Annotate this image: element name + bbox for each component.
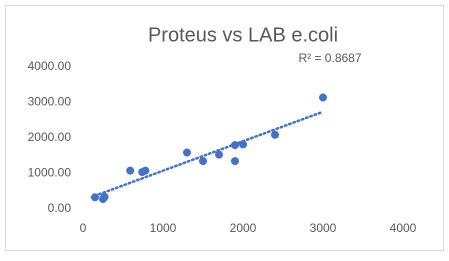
point bbox=[141, 166, 150, 175]
x-tick-label: 2000 bbox=[230, 221, 257, 235]
point bbox=[319, 93, 327, 102]
x-tick-label: 3000 bbox=[310, 221, 337, 235]
y-tick-label: 2000.00 bbox=[28, 130, 72, 144]
point bbox=[215, 150, 223, 159]
point bbox=[239, 140, 247, 149]
point bbox=[100, 192, 109, 201]
point bbox=[231, 141, 239, 150]
y-tick-label: 1000.00 bbox=[28, 166, 72, 180]
x-tick-label: 0 bbox=[80, 221, 87, 235]
y-tick-label: 3000.00 bbox=[28, 95, 72, 109]
trendline bbox=[93, 110, 325, 198]
point bbox=[91, 193, 99, 202]
r-squared: R² = 0.8687 bbox=[298, 51, 361, 65]
chart-title: Proteus vs LAB e.coli bbox=[148, 24, 338, 46]
point bbox=[126, 166, 135, 175]
point bbox=[183, 148, 191, 157]
y-tick-label: 0.00 bbox=[48, 201, 72, 215]
y-tick-label: 4000.00 bbox=[28, 59, 72, 73]
point bbox=[231, 157, 239, 166]
x-tick-label: 4000 bbox=[390, 221, 417, 235]
point bbox=[199, 157, 207, 166]
x-tick-label: 1000 bbox=[150, 221, 177, 235]
chart-border bbox=[5, 5, 444, 251]
point bbox=[271, 130, 279, 139]
